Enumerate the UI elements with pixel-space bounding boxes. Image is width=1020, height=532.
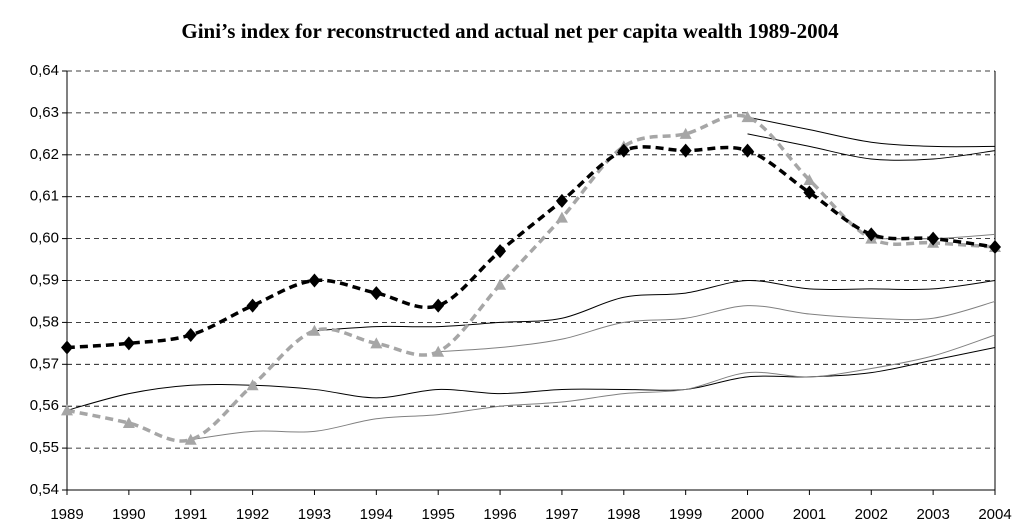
point-marker	[741, 111, 754, 123]
y-tick-label: 0,58	[30, 313, 59, 330]
x-tick-label: 1991	[174, 506, 207, 523]
y-tick-label: 0,55	[30, 439, 59, 456]
y-tick-label: 0,60	[30, 230, 59, 247]
y-tick-label: 0,59	[30, 271, 59, 288]
point-marker	[927, 231, 940, 246]
chart-title: Gini’s index for reconstructed and actua…	[181, 19, 839, 43]
point-marker	[803, 185, 816, 200]
point-marker	[308, 324, 321, 336]
series-line	[747, 116, 996, 148]
series-line	[66, 145, 996, 350]
x-tick-label: 1992	[236, 506, 269, 523]
point-marker	[246, 298, 259, 313]
x-tick-label: 2003	[916, 506, 949, 523]
x-tick-label: 1995	[422, 506, 455, 523]
point-marker	[989, 239, 1001, 254]
series-line	[747, 133, 996, 161]
point-marker	[679, 127, 692, 139]
point-marker	[432, 345, 445, 357]
x-tick-label: 1999	[669, 506, 702, 523]
x-tick-label: 1990	[112, 506, 145, 523]
y-tick-label: 0,57	[30, 355, 59, 372]
series-line	[190, 334, 996, 441]
point-marker	[61, 404, 73, 416]
point-marker	[370, 337, 383, 349]
x-tick-label: 1994	[360, 506, 393, 523]
point-marker	[865, 227, 878, 242]
point-marker	[370, 286, 383, 301]
x-tick-label: 1998	[607, 506, 640, 523]
y-tick-label: 0,61	[30, 188, 59, 205]
point-marker	[617, 143, 630, 158]
series-line	[438, 300, 996, 353]
point-marker	[555, 211, 568, 223]
x-tick-label: 1989	[50, 506, 83, 523]
point-marker	[184, 433, 197, 445]
point-marker	[122, 416, 135, 428]
point-marker	[803, 173, 816, 185]
y-tick-label: 0,64	[30, 62, 59, 79]
point-marker	[246, 379, 259, 391]
y-tick-label: 0,56	[30, 397, 59, 414]
point-marker	[679, 143, 692, 158]
point-marker	[308, 273, 321, 288]
point-marker	[741, 143, 754, 158]
point-marker	[494, 278, 507, 290]
x-tick-label: 2000	[731, 506, 764, 523]
x-tick-label: 2001	[793, 506, 826, 523]
series-line	[66, 347, 996, 411]
point-marker	[61, 340, 73, 355]
y-tick-label: 0,63	[30, 104, 59, 121]
point-marker	[555, 193, 568, 208]
y-tick-label: 0,62	[30, 146, 59, 163]
x-tick-label: 2002	[855, 506, 888, 523]
series-line	[314, 279, 996, 332]
point-marker	[432, 298, 445, 313]
point-marker	[494, 244, 507, 259]
x-tick-label: 1996	[483, 506, 516, 523]
x-tick-label: 1997	[545, 506, 578, 523]
x-tick-label: 1993	[298, 506, 331, 523]
point-marker	[184, 327, 197, 342]
x-tick-label: 2004	[978, 506, 1011, 523]
y-tick-label: 0,54	[30, 481, 59, 498]
series-line	[66, 113, 996, 443]
point-marker	[122, 336, 135, 351]
